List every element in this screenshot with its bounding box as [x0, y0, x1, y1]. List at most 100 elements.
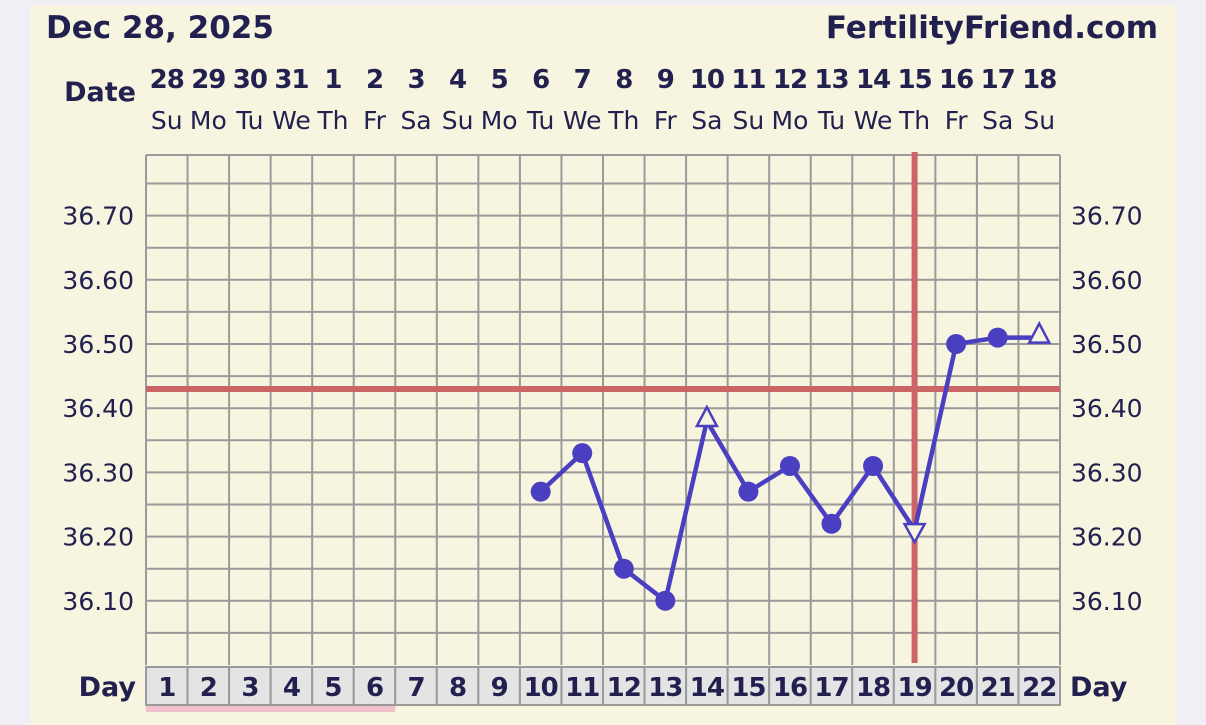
day-cell [768, 666, 812, 706]
weekday-label: Fr [654, 106, 678, 135]
day-cell [1017, 666, 1061, 706]
temperature-point [655, 590, 676, 611]
menses-marker [229, 706, 271, 712]
y-tick-label-right: 36.50 [1071, 330, 1143, 359]
day-number: 15 [731, 673, 765, 703]
day-cell [435, 666, 480, 706]
day-row-label-right: Day [1070, 672, 1128, 703]
day-cell [186, 666, 231, 706]
day-cell [311, 666, 355, 706]
day-number: 1 [158, 673, 175, 703]
y-tick-label-right: 36.70 [1071, 202, 1143, 231]
date-number: 16 [939, 65, 973, 95]
menses-marker [270, 706, 313, 712]
temperature-point [821, 513, 842, 534]
day-number: 5 [324, 673, 341, 703]
day-number: 17 [814, 673, 848, 703]
date-number: 12 [773, 65, 807, 95]
weekday-label: Fr [363, 106, 387, 135]
day-number: 19 [897, 673, 931, 703]
y-tick-label-left: 36.20 [62, 523, 134, 552]
y-tick-label-left: 36.50 [62, 330, 134, 359]
y-tick-label-left: 36.60 [62, 266, 134, 295]
date-row-label: Date [64, 77, 136, 108]
date-number: 18 [1022, 65, 1056, 95]
temperature-point-triangle [694, 404, 719, 428]
day-number: 8 [449, 673, 466, 703]
y-tick-label-left: 36.30 [62, 458, 134, 487]
menses-marker [353, 706, 396, 712]
weekday-label: Tu [526, 106, 554, 135]
menses-marker [312, 706, 354, 712]
date-number: 28 [150, 65, 184, 95]
day-number: 18 [856, 673, 890, 703]
menses-marker [146, 706, 188, 712]
day-number: 12 [607, 673, 641, 703]
date-number: 15 [897, 65, 931, 95]
site-name: FertilityFriend.com [826, 10, 1158, 46]
day-cell [975, 666, 1020, 706]
temperature-point [613, 558, 634, 579]
day-cell [892, 666, 937, 706]
day-cell [685, 666, 729, 706]
day-cell [809, 666, 854, 706]
weekday-label: Th [607, 106, 639, 135]
day-number: 13 [648, 673, 682, 703]
day-number: 10 [524, 673, 558, 703]
date-number: 8 [615, 65, 632, 95]
temperature-point [738, 481, 759, 502]
y-tick-label-left: 36.10 [62, 587, 134, 616]
y-tick-label-right: 36.20 [1071, 523, 1143, 552]
day-number: 3 [241, 673, 258, 703]
date-number: 6 [532, 65, 549, 95]
y-tick-label-right: 36.30 [1071, 458, 1143, 487]
day-number: 4 [283, 673, 300, 703]
day-cell [228, 666, 272, 706]
day-cell [643, 666, 688, 706]
day-number: 21 [981, 673, 1015, 703]
day-number: 7 [407, 673, 424, 703]
temperature-point-triangle [902, 522, 927, 545]
weekday-label: We [854, 106, 893, 135]
weekday-label: Mo [772, 106, 809, 135]
day-number: 2 [200, 673, 217, 703]
temperature-point [987, 327, 1008, 348]
temperature-point [530, 481, 551, 502]
day-cell [726, 666, 771, 706]
day-cell [269, 666, 314, 706]
weekday-label: We [563, 106, 602, 135]
date-number: 4 [449, 65, 466, 95]
temperature-point [946, 334, 967, 354]
day-number: 16 [773, 673, 807, 703]
day-row-label-left: Day [79, 672, 137, 703]
date-number: 14 [856, 65, 890, 95]
day-cell [602, 666, 646, 706]
day-cell [352, 666, 397, 706]
weekday-label: Mo [481, 106, 518, 135]
day-number: 14 [690, 673, 724, 703]
date-number: 11 [731, 65, 765, 95]
day-cell [560, 666, 604, 706]
weekday-label: Tu [817, 106, 845, 135]
y-tick-label-left: 36.70 [62, 202, 134, 231]
weekday-label: Th [316, 106, 348, 135]
temperature-point [572, 443, 593, 464]
date-number: 3 [407, 65, 424, 95]
weekday-label: Su [442, 106, 474, 135]
weekday-label: Sa [400, 106, 431, 135]
date-number: 31 [274, 65, 308, 95]
day-cell [518, 666, 563, 706]
date-number: 1 [324, 65, 341, 95]
y-tick-label-left: 36.40 [62, 394, 134, 423]
date-number: 7 [574, 65, 591, 95]
weekday-label: Th [898, 106, 930, 135]
date-number: 30 [233, 65, 267, 95]
weekday-label: Sa [691, 106, 722, 135]
day-number: 22 [1022, 673, 1056, 703]
temperature-point [779, 455, 800, 476]
y-tick-label-right: 36.60 [1071, 266, 1143, 295]
weekday-label: Fr [945, 106, 969, 135]
weekday-label: Su [1023, 106, 1055, 135]
y-tick-label-right: 36.10 [1071, 587, 1143, 616]
